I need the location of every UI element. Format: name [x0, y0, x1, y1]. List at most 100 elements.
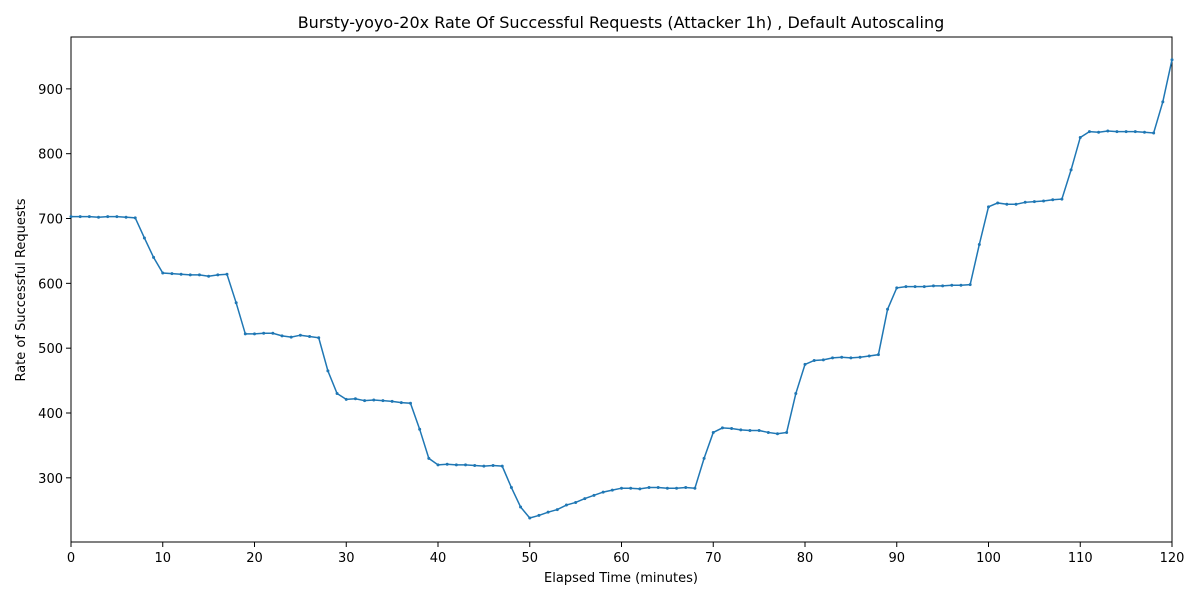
- point: [363, 399, 367, 403]
- point: [528, 516, 532, 520]
- point: [87, 215, 91, 219]
- point: [968, 283, 972, 287]
- point: [427, 456, 431, 460]
- point: [803, 362, 807, 366]
- point: [537, 513, 541, 517]
- point: [1106, 129, 1110, 133]
- point: [344, 397, 348, 401]
- point: [665, 486, 669, 490]
- point: [757, 428, 761, 432]
- y-tick-label: 900: [38, 83, 63, 98]
- x-tick-label: 40: [430, 551, 447, 566]
- point: [408, 401, 412, 405]
- point: [996, 201, 1000, 205]
- point: [647, 486, 651, 490]
- point: [1115, 130, 1119, 134]
- point: [675, 486, 679, 490]
- point: [895, 286, 899, 290]
- point: [491, 464, 495, 468]
- point: [766, 430, 770, 434]
- point: [335, 392, 339, 396]
- point: [280, 334, 284, 338]
- point: [876, 353, 880, 357]
- point: [941, 284, 945, 288]
- point: [115, 215, 119, 219]
- point: [188, 273, 192, 277]
- point: [564, 503, 568, 507]
- plot-frame: [70, 36, 1173, 543]
- point: [152, 255, 156, 259]
- x-axis-label: Elapsed Time (minutes): [544, 571, 698, 586]
- point: [234, 301, 238, 305]
- point: [1042, 199, 1046, 203]
- point: [858, 355, 862, 359]
- point: [326, 369, 330, 373]
- point: [987, 205, 990, 209]
- point: [197, 273, 201, 277]
- point: [574, 500, 578, 504]
- point: [684, 486, 688, 490]
- y-axis-label: Rate of Successful Requests: [14, 198, 29, 381]
- point: [693, 486, 697, 490]
- point: [601, 490, 605, 494]
- point: [555, 508, 559, 512]
- point: [711, 430, 715, 434]
- point: [142, 236, 146, 240]
- point: [1014, 202, 1018, 206]
- point: [161, 271, 165, 275]
- point: [849, 356, 853, 360]
- point: [390, 399, 394, 403]
- y-tick-label: 800: [38, 148, 63, 163]
- point: [170, 272, 174, 276]
- x-tick-label: 60: [613, 551, 630, 566]
- point: [702, 456, 706, 460]
- y-tick-label: 400: [38, 407, 63, 422]
- x-tick-label: 120: [1160, 551, 1185, 566]
- series-line: [71, 59, 1173, 519]
- point: [473, 464, 477, 468]
- point: [922, 285, 926, 289]
- point: [1161, 100, 1165, 104]
- point: [262, 331, 266, 335]
- point: [1032, 200, 1036, 204]
- point: [464, 463, 468, 467]
- point: [436, 463, 440, 467]
- point: [418, 427, 422, 431]
- point: [308, 334, 312, 338]
- point: [372, 398, 376, 402]
- x-tick-label: 30: [338, 551, 355, 566]
- point: [840, 355, 844, 359]
- point: [106, 215, 110, 219]
- point: [124, 215, 128, 219]
- y-tick-label: 300: [38, 472, 63, 487]
- point: [867, 354, 871, 358]
- x-tick-label: 70: [705, 551, 722, 566]
- point: [583, 497, 587, 501]
- point: [748, 428, 752, 432]
- point: [509, 486, 513, 490]
- point: [207, 274, 211, 278]
- point: [445, 462, 449, 466]
- y-tick-label: 500: [38, 342, 63, 357]
- point: [730, 427, 734, 431]
- point: [959, 283, 963, 287]
- point: [620, 486, 623, 490]
- point: [1087, 130, 1091, 134]
- point: [886, 307, 890, 311]
- x-tick-label: 10: [154, 551, 171, 566]
- point: [78, 215, 82, 219]
- point: [1023, 200, 1027, 204]
- point: [1097, 130, 1101, 134]
- point: [638, 487, 642, 491]
- point: [610, 488, 614, 492]
- x-tick-label: 0: [67, 551, 75, 566]
- point: [298, 333, 302, 337]
- x-tick-label: 110: [1068, 551, 1093, 566]
- point: [629, 486, 633, 490]
- point: [1078, 135, 1082, 139]
- point: [500, 464, 504, 468]
- point: [656, 486, 660, 490]
- point: [225, 272, 229, 276]
- point: [546, 510, 550, 514]
- point: [950, 283, 954, 287]
